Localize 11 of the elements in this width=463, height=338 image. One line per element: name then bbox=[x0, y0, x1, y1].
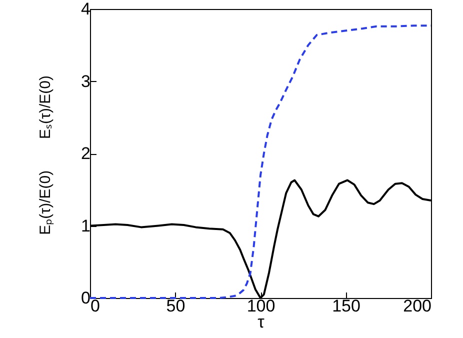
y-tick-label: 3 bbox=[81, 72, 90, 91]
x-tick-label: 100 bbox=[246, 296, 276, 316]
x-tick-label: 150 bbox=[332, 296, 360, 316]
y-tick-label: 1 bbox=[81, 216, 90, 236]
x-tick-label: 50 bbox=[166, 296, 186, 316]
text: Eₚ(τ)/E(0) bbox=[37, 170, 54, 235]
x-axis-title: τ bbox=[258, 312, 265, 332]
y-tick-label: 2 bbox=[81, 144, 90, 163]
y-tick-label: 4 bbox=[81, 0, 90, 18]
text: Eₛ(τ)/E(0) bbox=[37, 76, 54, 139]
x-tick-label: 200 bbox=[403, 296, 432, 316]
